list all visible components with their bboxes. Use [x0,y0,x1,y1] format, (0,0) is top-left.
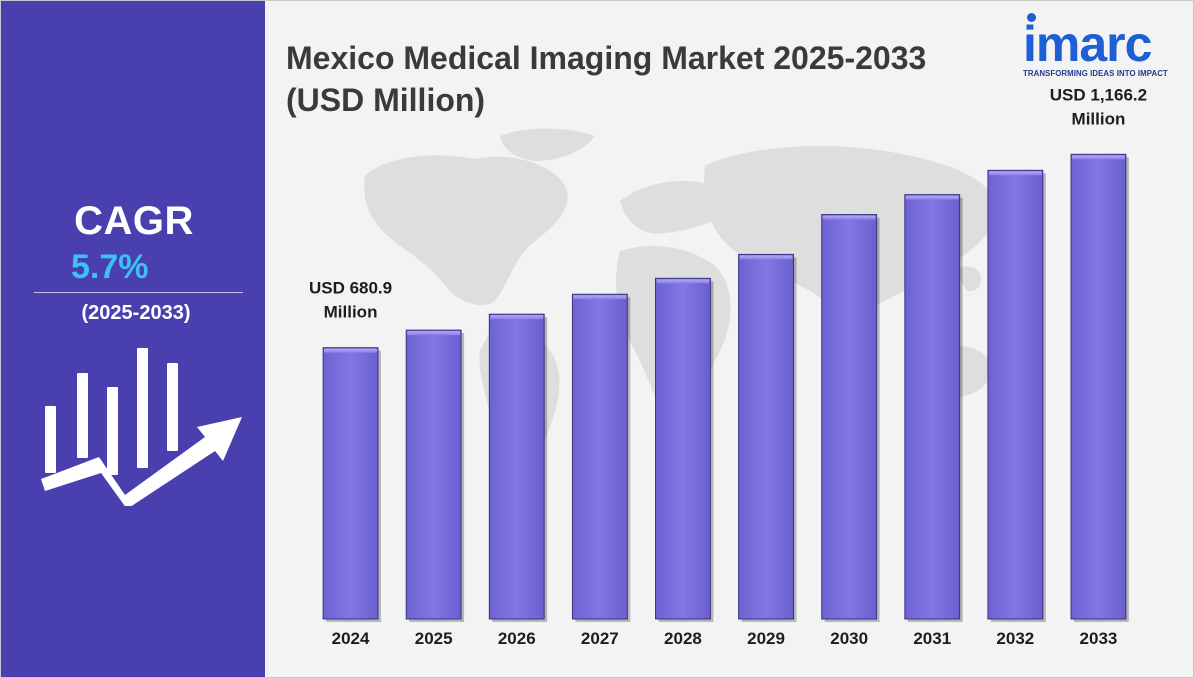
bar-body [904,194,961,620]
data-label-2033: USD 1,166.2 [1050,85,1147,104]
bar-2033 [1070,153,1129,622]
x-tick-label: 2026 [498,629,536,648]
x-tick-label: 2029 [747,629,785,648]
data-label-2024: Million [324,303,378,322]
bar-2025 [405,329,465,622]
growth-chart-arrow-icon [41,348,242,506]
bar-2029 [738,253,797,622]
bar-2028 [655,277,714,622]
bar-body [571,293,628,620]
x-tick-label: 2025 [415,629,453,648]
bar-top-bevel [1072,155,1125,160]
cagr-divider [34,292,243,293]
bar-body [488,313,545,620]
bar-2026 [488,313,548,622]
bar-body [821,214,878,620]
bar-top-bevel [988,171,1042,176]
x-tick-label: 2028 [664,629,702,648]
bar-top-bevel [324,348,377,353]
logo-tagline: TRANSFORMING IDEAS INTO IMPACT [1023,69,1168,78]
data-label-2033: Million [1072,109,1126,128]
imarc-logo: imarc TRANSFORMING IDEAS INTO IMPACT [1021,13,1185,81]
logo-wordmark: imarc [1023,16,1152,72]
x-tick-label: 2030 [830,629,868,648]
bar-top-bevel [905,195,959,200]
bar-body [405,329,462,620]
bar-body [987,169,1044,620]
bar-annotations-group: USD 680.9 Million USD 1,166.2 Million [309,85,1147,321]
bar-top-bevel [490,315,544,320]
cagr-label: CAGR [74,199,194,243]
x-tick-label: 2032 [996,629,1034,648]
bar-2030 [821,214,880,623]
bar-body [1070,153,1127,620]
x-tick-label: 2033 [1080,629,1118,648]
bar-top-bevel [407,331,461,336]
bar-2031 [904,194,963,622]
bars-group [322,153,1129,623]
bar-body [322,347,379,620]
bar-top-bevel [739,255,793,260]
bar-2027 [571,293,631,622]
bar-top-bevel [822,215,876,220]
chart-title-text: Mexico Medical Imaging Market 2025-2033 … [286,40,927,118]
bar-top-bevel [573,295,627,300]
x-tick-label: 2027 [581,629,619,648]
bar-top-bevel [656,279,710,284]
chart-title: Mexico Medical Imaging Market 2025-2033 … [286,37,1006,121]
bar-2032 [987,169,1046,622]
x-axis-ticks: 2024 2025 2026 2027 2028 2029 2030 2031 2032 2033 [332,629,1118,648]
bar-2024 [322,347,381,622]
x-tick-label: 2031 [913,629,951,648]
data-label-2024: USD 680.9 [309,279,392,298]
logo-dot [1027,13,1036,22]
bar-body [655,277,711,620]
x-tick-label: 2024 [332,629,370,648]
cagr-value: 5.7% [71,248,149,286]
cagr-period: (2025-2033) [81,302,191,324]
cagr-sidebar: CAGR 5.7% (2025-2033) [1,1,265,677]
bar-body [738,253,794,620]
